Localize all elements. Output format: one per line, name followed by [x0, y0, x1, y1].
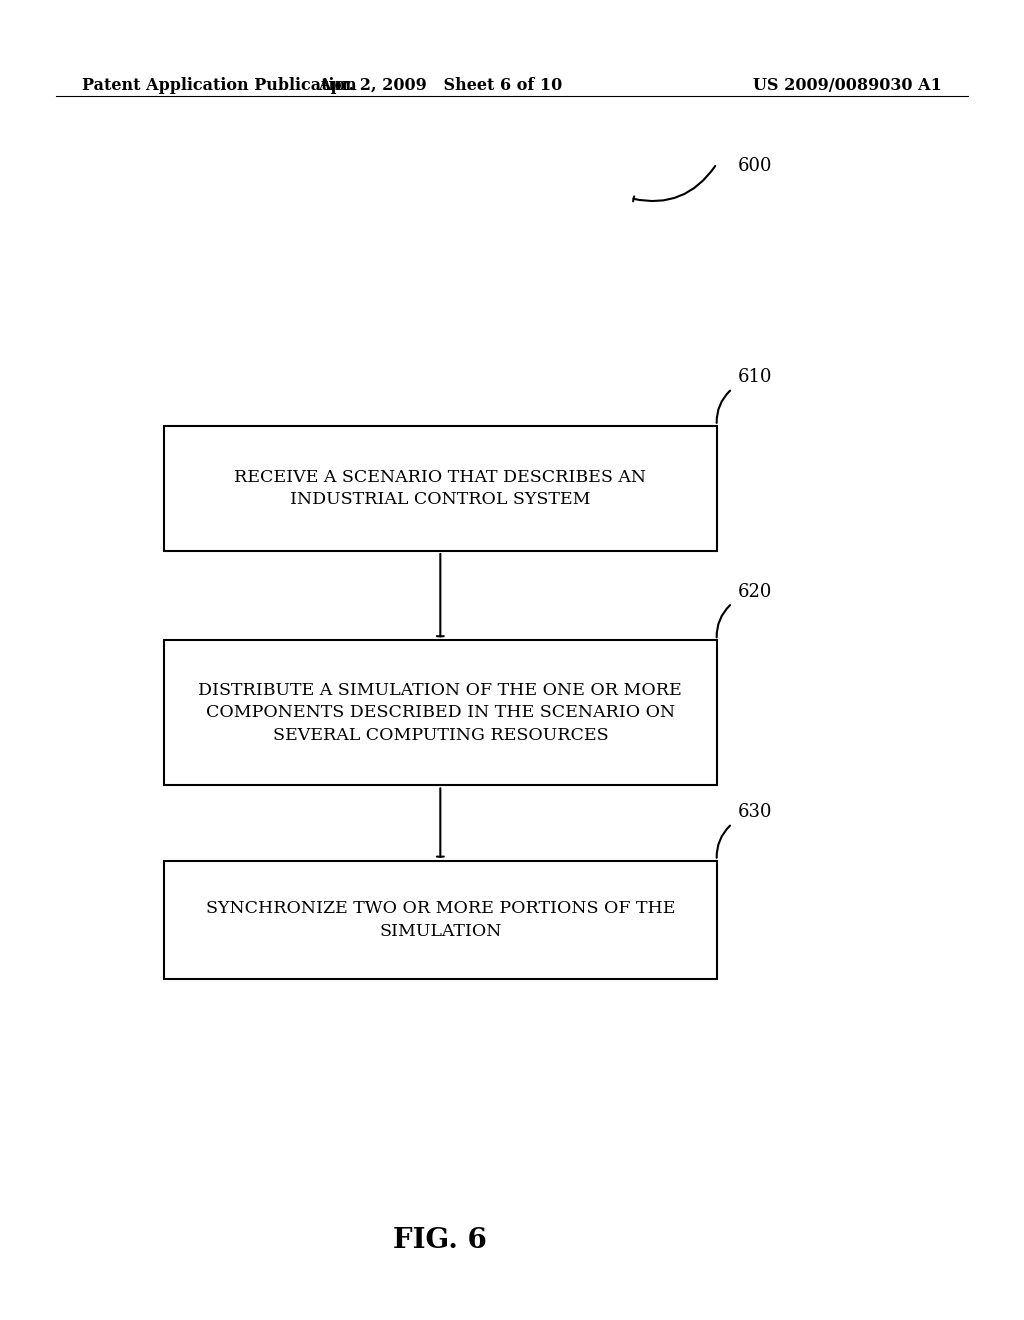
Bar — [164, 425, 717, 552]
Text: US 2009/0089030 A1: US 2009/0089030 A1 — [754, 77, 942, 94]
Text: 620: 620 — [737, 582, 772, 601]
Text: Patent Application Publication: Patent Application Publication — [82, 77, 356, 94]
Text: SYNCHRONIZE TWO OR MORE PORTIONS OF THE
SIMULATION: SYNCHRONIZE TWO OR MORE PORTIONS OF THE … — [206, 900, 675, 940]
Text: RECEIVE A SCENARIO THAT DESCRIBES AN
INDUSTRIAL CONTROL SYSTEM: RECEIVE A SCENARIO THAT DESCRIBES AN IND… — [234, 469, 646, 508]
Text: Apr. 2, 2009   Sheet 6 of 10: Apr. 2, 2009 Sheet 6 of 10 — [318, 77, 562, 94]
Text: 610: 610 — [737, 368, 772, 385]
Bar — [164, 861, 717, 979]
Bar — [164, 640, 717, 785]
Text: 600: 600 — [737, 157, 772, 176]
Text: DISTRIBUTE A SIMULATION OF THE ONE OR MORE
COMPONENTS DESCRIBED IN THE SCENARIO : DISTRIBUTE A SIMULATION OF THE ONE OR MO… — [199, 682, 682, 743]
Text: FIG. 6: FIG. 6 — [393, 1228, 487, 1254]
Text: 630: 630 — [737, 803, 772, 821]
